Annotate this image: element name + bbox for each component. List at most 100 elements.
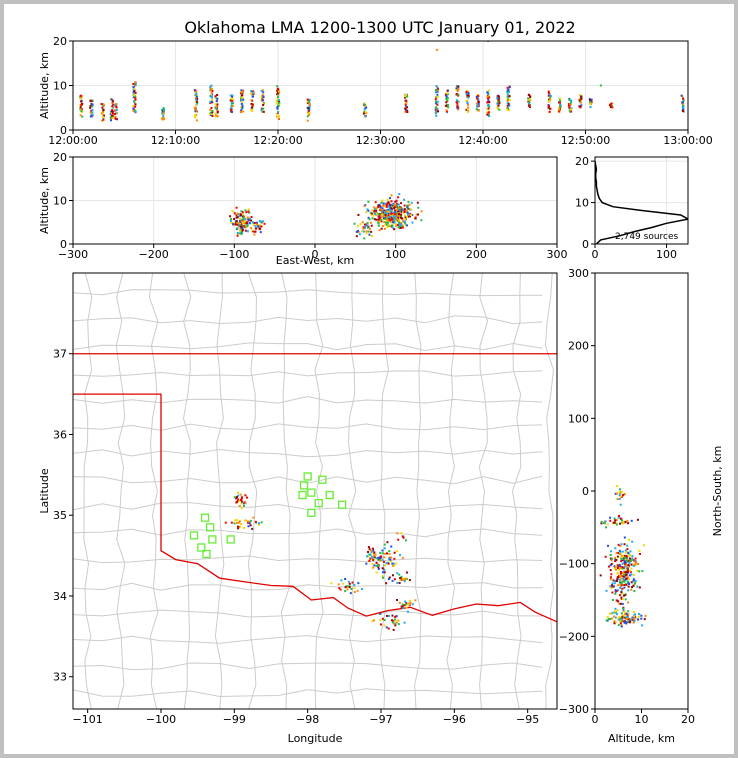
source-point [632,584,635,587]
source-point [101,103,104,106]
source-point [211,109,214,112]
source-point [466,111,469,114]
county-line [115,273,126,709]
source-point [216,110,219,113]
source-point [405,602,408,605]
source-point [246,216,249,219]
source-point [620,612,623,615]
source-point [625,617,628,620]
source-point [579,101,582,104]
source-point [616,578,619,581]
source-point [133,100,136,103]
source-point [393,221,396,224]
source-point [235,518,238,521]
source-point [616,552,619,555]
source-point [193,115,196,118]
source-point [365,211,368,214]
source-point [613,622,616,625]
source-point [619,495,622,498]
source-point [194,113,197,116]
source-point [498,98,501,101]
source-point [599,574,602,577]
source-point [477,102,480,105]
source-point [100,103,103,106]
source-point [308,98,311,101]
source-point [240,109,243,112]
source-point [366,555,369,558]
source-point [620,582,623,585]
source-point [446,92,449,95]
source-point [80,108,83,111]
source-point [241,227,244,230]
y-tick-label: 36 [53,428,67,441]
source-point [362,226,365,229]
source-point [194,116,197,119]
source-point [307,98,310,101]
source-point [623,543,626,546]
source-point [385,614,388,617]
source-point [622,567,625,570]
source-point [445,93,448,96]
source-point [403,208,406,211]
source-point [467,96,470,99]
source-point [568,103,571,106]
source-point [615,599,618,602]
source-point [381,575,384,578]
source-point [619,572,622,575]
source-point [373,209,376,212]
source-point [398,227,401,230]
source-point [400,225,403,228]
source-point [496,96,499,99]
altitude-histogram-panel: 0 100 0 10 20 2,749 sources [575,155,689,261]
source-point [89,99,92,102]
source-point [359,223,362,226]
source-point [374,553,377,556]
source-point [251,91,254,94]
county-line [73,289,543,297]
source-point [589,103,592,106]
source-point [570,108,573,111]
source-point [508,85,511,88]
source-point [364,111,367,114]
source-point [216,115,219,118]
source-point [161,112,164,115]
source-point [634,582,637,585]
source-point [358,233,361,236]
source-point [558,107,561,110]
source-point [434,106,437,109]
source-point [627,566,630,569]
source-point [231,210,234,213]
source-point [236,496,239,499]
x-tick-label: −96 [443,713,466,726]
source-point [401,535,404,538]
source-point [404,222,407,225]
source-point [384,564,387,567]
source-point [340,579,343,582]
source-point [109,116,112,119]
source-point [614,607,617,610]
source-point [246,225,249,228]
source-point [393,228,396,231]
source-point [607,618,610,621]
source-point [616,564,619,567]
plot-area [599,485,647,628]
source-point [391,619,394,622]
source-point [238,225,241,228]
source-point [623,583,626,586]
source-point [436,95,439,98]
source-point [244,502,247,505]
source-point [236,212,239,215]
source-point [600,520,603,523]
y-tick-label: −100 [559,558,589,571]
source-point [113,113,116,116]
source-point [132,82,135,85]
source-point [210,91,213,94]
source-point [363,237,366,240]
source-point [621,522,624,525]
source-point [216,93,219,96]
source-point [404,107,407,110]
source-point [195,90,198,93]
station-marker [307,488,316,497]
source-point [112,116,115,119]
source-point [633,620,636,623]
